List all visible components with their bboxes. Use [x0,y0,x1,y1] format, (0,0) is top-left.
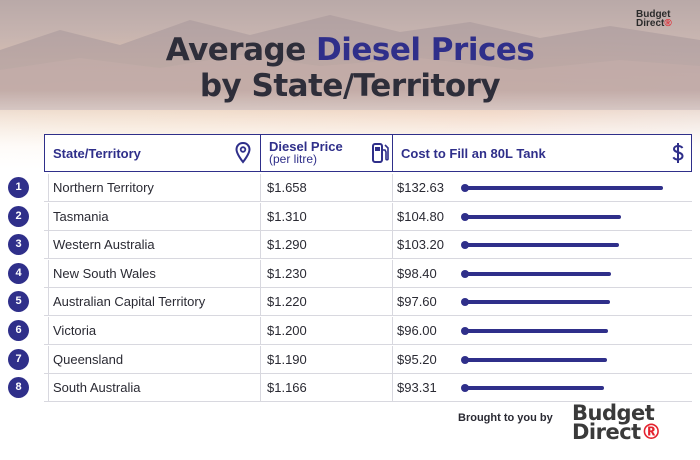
diesel-price: $1.166 [260,374,390,403]
table-row: 2 Tasmania $1.310 $104.80 [8,202,692,231]
rank-badge: 2 [8,205,29,227]
cost-bar [463,186,663,190]
table-row: 3 Western Australia $1.290 $103.20 [8,231,692,260]
diesel-price-value: $1.200 [267,323,307,338]
rank-badge: 1 [8,177,29,198]
cost-bar [463,300,611,305]
rank-badge: 3 [8,234,29,256]
diesel-price-value: $1.230 [267,265,307,281]
fill-cost-value: $104.80 [397,208,444,224]
header-state-label: State/Territory [53,146,141,161]
table-row: 7 Queensland $1.190 $95.20 [8,345,692,374]
title-line1: Average Diesel Prices [165,32,535,68]
diesel-price-value: $1.166 [267,380,307,396]
diesel-price: $1.310 [260,202,390,231]
fill-cost: $93.31 [392,374,692,403]
footer-logo-line2: Direct® [572,420,662,444]
cost-bar [463,357,607,362]
title-line2: by State/Territory [199,68,501,104]
header-state: State/Territory [45,135,261,171]
header-cost-label: Cost to Fill an 80L Tank [401,146,546,161]
header-price-label: Diesel Price (per litre) [269,139,343,166]
diesel-price-value: $1.220 [267,294,307,310]
rank-badge: 5 [8,291,29,313]
diesel-price-value: $1.290 [267,237,307,253]
header-price: Diesel Price (per litre) [261,135,393,171]
diesel-price-value: $1.190 [267,351,307,367]
diesel-price: $1.290 [260,231,390,260]
footer-prefix: Brought to you by [458,412,553,424]
diesel-price: $1.230 [260,259,390,288]
fill-cost-value: $132.63 [397,180,444,195]
logo-line2: Direct® [636,18,672,29]
table-row: 5 Australian Capital Territory $1.220 $97.6… [8,288,692,317]
table-row: 6 Victoria $1.200 $96.00 [8,317,692,345]
rank-badge: 6 [8,320,29,341]
table-row: 1 Northern Territory $1.658 $132.63 [8,174,692,202]
diesel-price: $1.200 [260,317,390,345]
state-name: Northern Territory [48,174,254,202]
location-pin-icon [235,142,251,164]
state-name: Victoria [48,317,254,345]
fill-cost-value: $93.31 [397,380,437,396]
fill-cost: $95.20 [392,345,692,374]
brand-logo-footer: Budget Direct® [572,401,692,444]
diesel-price-value: $1.658 [267,180,307,195]
state-name: Queensland [48,345,254,374]
fill-cost: $132.63 [392,174,692,202]
fill-cost-value: $97.60 [397,294,437,310]
table-row: 4 New South Wales $1.230 $98.40 [8,259,692,288]
diesel-price: $1.190 [260,345,390,374]
fill-cost: $97.60 [392,288,692,317]
dollar-icon [672,143,684,163]
fill-cost: $98.40 [392,259,692,288]
cost-bar [463,243,619,248]
diesel-price-value: $1.310 [267,208,307,224]
header-cost: Cost to Fill an 80L Tank [393,135,693,171]
fill-cost-value: $96.00 [397,323,437,338]
diesel-price: $1.220 [260,288,390,317]
fill-cost: $104.80 [392,202,692,231]
table-header: State/Territory Diesel Price (per litre)… [44,134,692,172]
fill-cost-value: $98.40 [397,265,437,281]
fill-cost: $96.00 [392,317,692,345]
state-name: Western Australia [48,231,254,260]
fill-cost-value: $95.20 [397,351,437,367]
state-name: New South Wales [48,259,254,288]
brand-logo-small: Budget Direct® [636,9,688,29]
diesel-price: $1.658 [260,174,390,202]
state-name: South Australia [48,374,254,403]
rank-badge: 7 [8,348,29,370]
cost-bar [463,386,604,391]
state-name: Australian Capital Territory [48,288,254,317]
rank-badge: 4 [8,262,29,284]
fill-cost: $103.20 [392,231,692,260]
cost-bar [463,329,608,333]
page-title: Average Diesel Prices by State/Territory [0,32,700,104]
fuel-pump-icon [372,143,389,163]
table-row: 8 South Australia $1.166 $93.31 [8,374,692,403]
cost-bar [463,271,612,276]
logo-line1: Budget [636,9,671,20]
state-name: Tasmania [48,202,254,231]
footer-logo-line1: Budget [572,401,655,425]
cost-bar [463,214,622,219]
rank-badge: 8 [8,377,29,399]
fill-cost-value: $103.20 [397,237,444,253]
